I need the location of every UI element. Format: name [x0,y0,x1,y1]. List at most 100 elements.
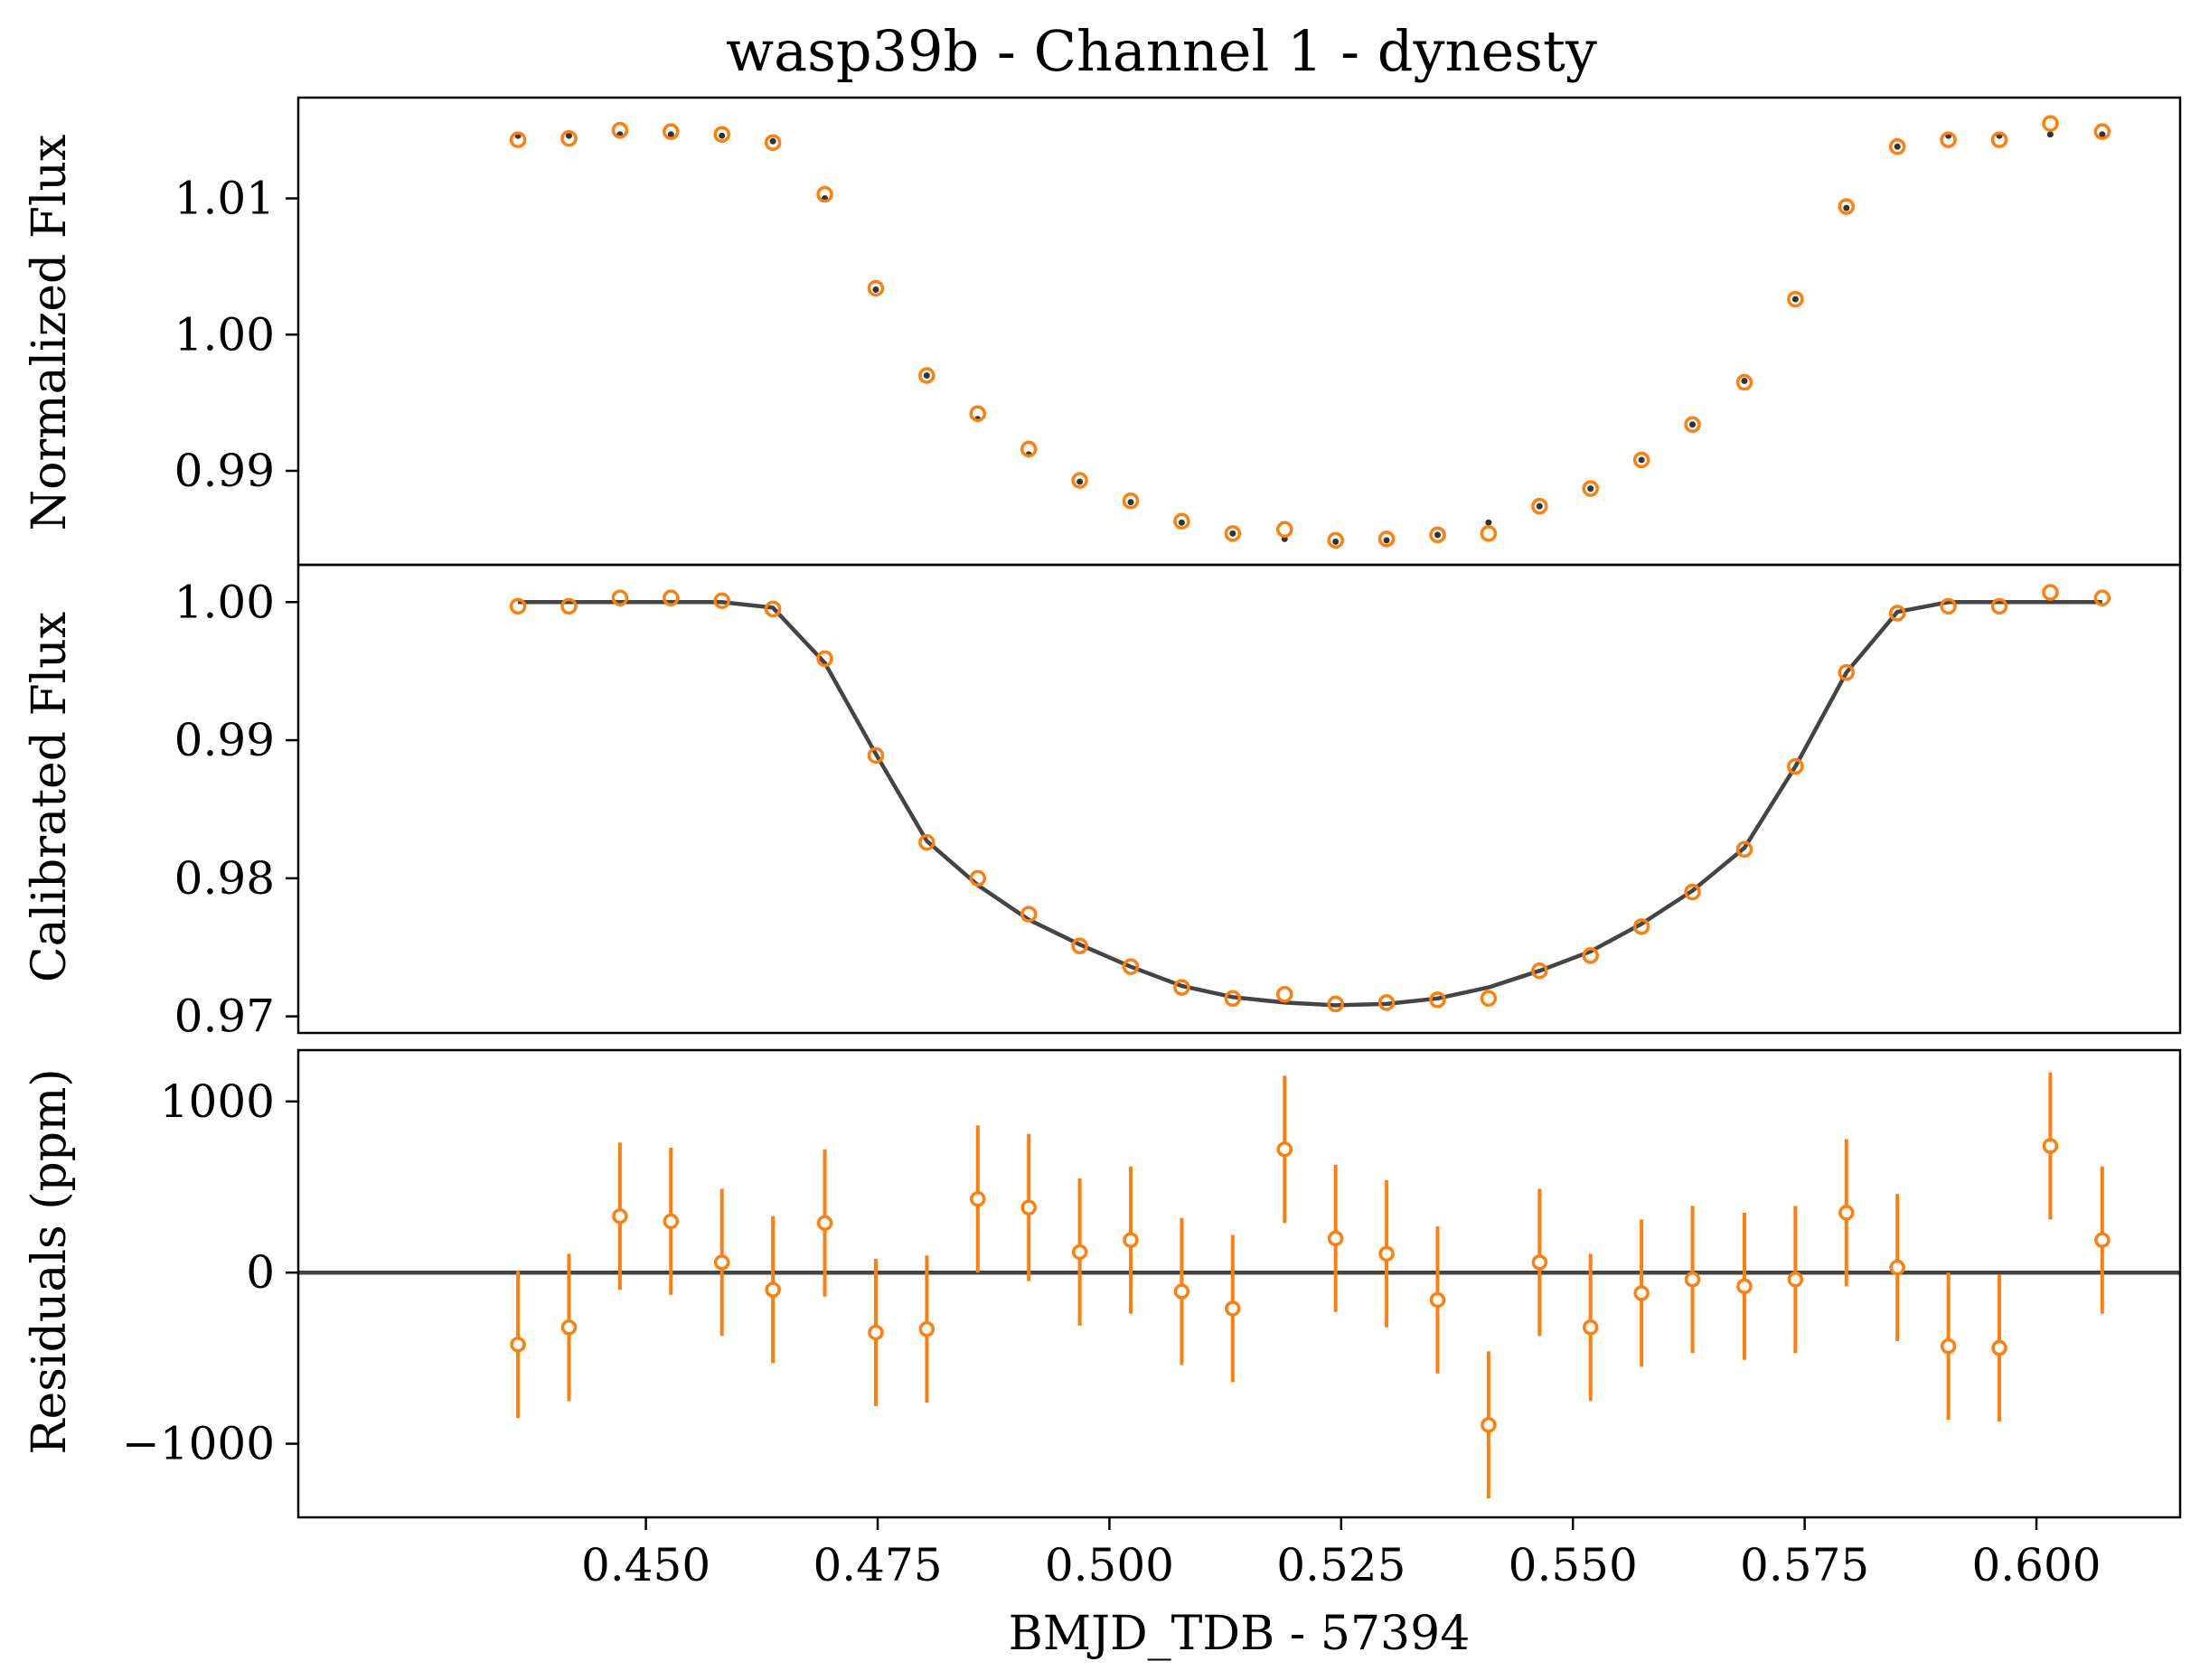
model-point [565,132,572,139]
model-point [872,286,879,294]
data-point [1940,597,1957,615]
y-tick-label: 1.01 [174,173,275,225]
data-point [1735,373,1753,391]
model-point [1689,421,1697,428]
y-axis-label-residuals: Residuals (ppm) [23,1068,77,1454]
x-tick-label: 0.500 [1045,1539,1174,1591]
data-point [918,367,935,384]
model-point [1638,456,1645,464]
chart-title: wasp39b - Channel 1 - dynesty [726,18,1597,84]
residual-point [1531,1254,1548,1271]
residual-point [970,1191,986,1207]
data-point [1787,290,1804,308]
model-point [923,371,930,379]
data-point [1735,840,1753,859]
data-point [1020,906,1038,923]
data-point [560,597,578,615]
y-axis-label-normalized-flux: Normalized Flux [23,135,77,531]
model-point [1791,296,1799,303]
model-point [769,137,776,145]
model-point [1076,478,1084,485]
data-point [1173,512,1190,530]
residual-point [1123,1232,1139,1248]
residual-point [1378,1245,1395,1262]
data-point [969,405,987,422]
data-point [1429,991,1446,1009]
y-tick-label: 1000 [160,1075,275,1128]
data-point [2042,584,2059,601]
data-point [816,650,833,668]
residual-point [1889,1259,1905,1276]
data-point [2042,115,2059,132]
data-point [1480,525,1498,542]
residual-point [1225,1300,1241,1317]
data-point [611,589,629,606]
model-point [1587,485,1594,493]
data-point [1582,947,1599,964]
residual-point [510,1336,526,1353]
axes-frame [296,96,2182,567]
residual-point [1429,1291,1446,1309]
model-point [1434,531,1441,539]
residual-point [816,1215,833,1232]
residual-point [868,1324,884,1341]
data-point [1173,979,1190,996]
data-point [867,279,885,297]
y-tick-label: 0.98 [174,852,275,905]
data-point [611,121,629,139]
data-point [1990,131,2008,148]
y-axis-label-calibrated-flux: Calibrated Flux [23,612,77,982]
data-point [1327,995,1344,1013]
data-point [1276,521,1293,539]
data-point [1684,416,1701,433]
model-point [719,132,726,139]
data-point [1276,985,1293,1003]
x-tick-label: 0.525 [1276,1539,1406,1591]
data-point [1632,918,1650,935]
model-line [518,600,2102,1008]
residual-point [1838,1205,1855,1221]
residual-point [663,1213,680,1230]
data-point [1480,990,1498,1008]
model-point [1332,538,1340,545]
residual-point [765,1281,781,1298]
data-point [1838,663,1856,681]
y-tick-label: 0.99 [174,445,275,497]
residual-point [1582,1319,1599,1336]
data-point [1838,198,1856,215]
residual-point [1940,1337,1957,1355]
y-tick-label: 0.97 [174,990,275,1043]
model-point [1843,204,1850,211]
model-point [1383,537,1390,544]
panel-normalized-flux: 0.99 1.00 1.01 [174,96,2182,567]
data-point [1684,883,1701,901]
data-point [1020,440,1038,458]
model-point [1536,502,1543,510]
y-tick-label: 0.99 [174,714,275,766]
residual-point [1633,1285,1650,1301]
residual-point [1020,1199,1037,1215]
residual-point [612,1207,628,1225]
residual-point [1787,1272,1804,1288]
data-point [1122,958,1140,975]
data-point [1377,994,1396,1011]
data-point [1582,480,1599,497]
data-point [2093,123,2111,140]
data-point [2093,589,2111,606]
model-point [1894,143,1901,150]
residual-point [2042,1138,2059,1154]
data-point [1071,937,1088,954]
data-point [1122,492,1140,510]
data-point [1429,526,1446,544]
residual-point [918,1320,935,1337]
panel-residuals: −1000 0 1000 0.450 0.475 0.500 0.525 0.550 0.575… [122,1048,2182,1591]
y-tick-label: 0 [246,1246,275,1299]
residual-point [1071,1244,1088,1261]
x-tick-label: 0.450 [581,1539,710,1591]
data-point [1632,451,1650,469]
model-point [1229,530,1236,537]
x-axis-label: BMJD_TDB - 57394 [1009,1607,1471,1661]
data-point [509,131,527,148]
model-point [1178,519,1185,526]
